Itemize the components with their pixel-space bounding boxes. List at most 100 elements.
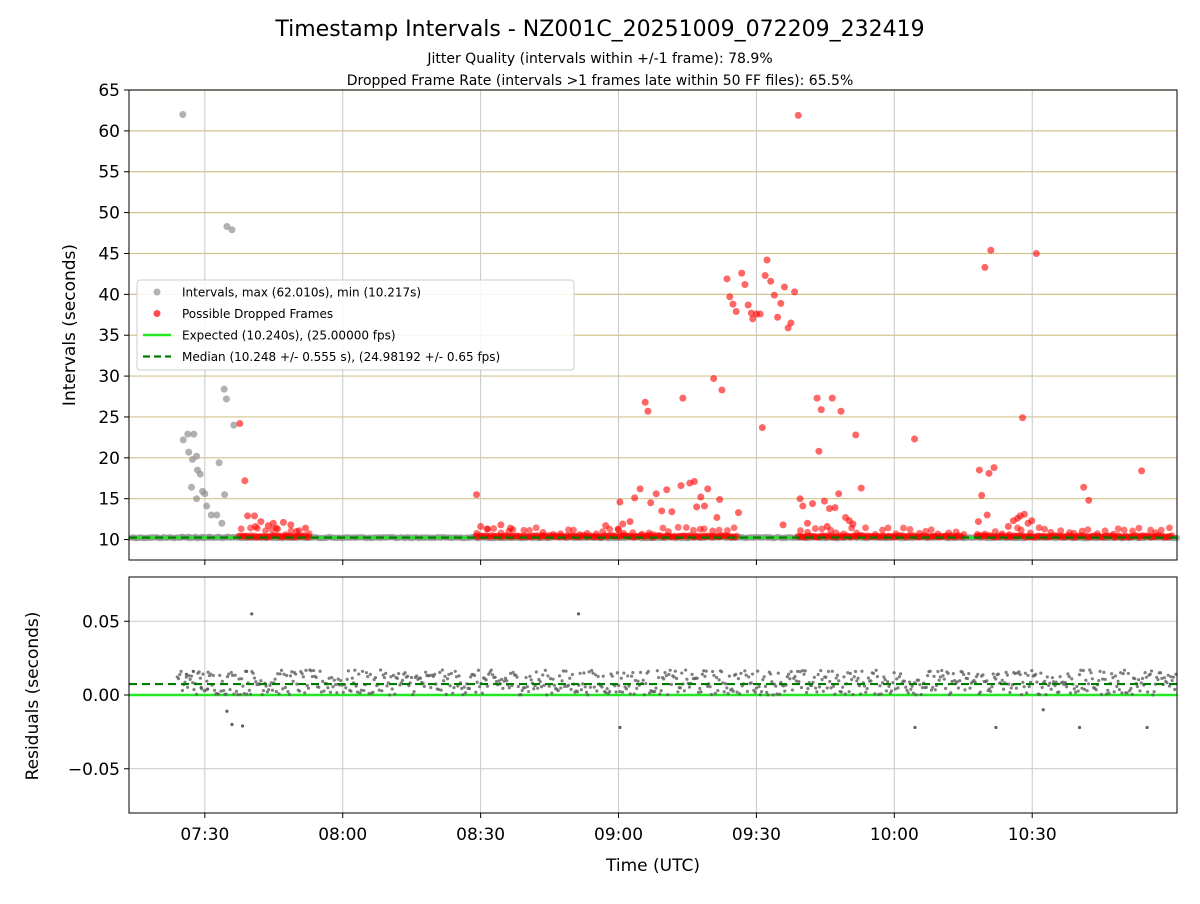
dropped-frame-point bbox=[730, 524, 738, 532]
dropped-frame-point bbox=[262, 527, 269, 535]
residual-point bbox=[658, 692, 662, 696]
residual-point bbox=[913, 725, 917, 730]
residual-point bbox=[184, 675, 188, 679]
top-y-tick-label: 15 bbox=[98, 490, 120, 510]
residual-point bbox=[480, 691, 484, 695]
residual-point bbox=[1097, 679, 1101, 683]
residual-point bbox=[631, 670, 635, 675]
residual-point bbox=[700, 672, 704, 676]
dropped-frame-point bbox=[761, 272, 769, 280]
residual-point bbox=[393, 692, 397, 696]
residual-point bbox=[218, 673, 222, 677]
residual-point bbox=[529, 678, 533, 682]
residual-point bbox=[892, 671, 896, 675]
dropped-frame-point bbox=[697, 493, 705, 501]
residual-point bbox=[231, 673, 235, 677]
residual-point bbox=[962, 672, 966, 677]
dropped-frame-point bbox=[983, 511, 991, 519]
residual-point bbox=[469, 675, 473, 679]
dropped-frame-point bbox=[599, 528, 607, 536]
residual-point bbox=[1058, 674, 1062, 679]
residual-point bbox=[595, 689, 599, 693]
residual-point bbox=[777, 692, 782, 696]
residual-point bbox=[557, 674, 562, 678]
x-tick-label: 09:00 bbox=[594, 825, 643, 845]
residual-point bbox=[569, 687, 573, 691]
residual-point bbox=[505, 679, 509, 683]
residual-point bbox=[1138, 689, 1142, 693]
interval-point bbox=[203, 502, 211, 510]
dropped-frame-point bbox=[273, 525, 281, 533]
residual-point bbox=[570, 672, 574, 677]
residual-point bbox=[788, 677, 792, 681]
residual-point bbox=[303, 691, 307, 695]
residual-point bbox=[591, 671, 595, 675]
residual-point bbox=[978, 690, 982, 694]
dropped-frame-point bbox=[1120, 526, 1128, 534]
residual-point bbox=[1116, 679, 1120, 683]
residual-point bbox=[1039, 671, 1043, 675]
residual-point bbox=[1098, 669, 1102, 673]
residual-point bbox=[403, 671, 407, 675]
residual-point bbox=[447, 672, 451, 677]
residual-point bbox=[547, 684, 551, 688]
interval-point bbox=[221, 491, 229, 499]
residual-point bbox=[833, 692, 837, 696]
residual-point bbox=[331, 685, 335, 689]
residual-point bbox=[225, 709, 229, 713]
residual-point bbox=[312, 668, 316, 673]
residual-point bbox=[442, 679, 446, 683]
residual-point bbox=[287, 692, 291, 696]
bottom-y-tick-label: 0.05 bbox=[82, 612, 120, 632]
residual-point bbox=[326, 686, 330, 690]
residual-point bbox=[709, 692, 713, 697]
x-tick-label: 07:30 bbox=[180, 825, 229, 845]
residual-point bbox=[1076, 689, 1080, 693]
dropped-frame-point bbox=[831, 504, 839, 512]
residual-point bbox=[829, 686, 833, 690]
residual-point bbox=[919, 692, 923, 697]
residual-point bbox=[907, 680, 912, 684]
residual-point bbox=[830, 669, 834, 673]
residual-point bbox=[462, 685, 466, 689]
dropped-frame-point bbox=[658, 507, 666, 515]
dropped-frame-point bbox=[922, 527, 930, 535]
residual-point bbox=[220, 679, 224, 683]
residual-point bbox=[556, 689, 560, 693]
residual-point bbox=[457, 674, 461, 678]
residual-point bbox=[304, 668, 308, 672]
residual-point bbox=[384, 671, 388, 675]
dropped-frame-point bbox=[840, 530, 848, 538]
residual-point bbox=[620, 690, 625, 694]
dropped-frame-point bbox=[828, 394, 836, 402]
residual-point bbox=[237, 677, 241, 681]
residual-point bbox=[789, 670, 793, 674]
interval-point bbox=[184, 430, 192, 438]
dropped-frame-point bbox=[879, 526, 886, 534]
dropped-frame-point bbox=[915, 529, 923, 537]
residual-point bbox=[1125, 691, 1129, 695]
residual-point bbox=[608, 689, 612, 694]
residual-point bbox=[586, 693, 590, 697]
residual-point bbox=[965, 676, 970, 681]
residual-point bbox=[373, 675, 378, 680]
residual-point bbox=[593, 673, 598, 677]
residual-point bbox=[377, 688, 381, 692]
residual-point bbox=[576, 612, 581, 616]
residual-point bbox=[1162, 676, 1167, 680]
residual-point bbox=[590, 668, 594, 673]
residual-point bbox=[633, 678, 638, 682]
residual-point bbox=[931, 685, 935, 690]
residual-point bbox=[713, 691, 717, 695]
dropped-frame-point bbox=[614, 525, 622, 533]
dropped-frame-point bbox=[700, 502, 708, 510]
interval-point bbox=[179, 111, 187, 119]
residual-point bbox=[371, 690, 375, 694]
residual-point bbox=[1158, 671, 1163, 675]
dropped-frame-point bbox=[677, 482, 685, 490]
residual-point bbox=[185, 685, 190, 689]
top-panel-y-label: Intervals (seconds) bbox=[60, 244, 80, 406]
dropped-frame-point bbox=[269, 519, 277, 527]
residual-point bbox=[206, 670, 210, 674]
